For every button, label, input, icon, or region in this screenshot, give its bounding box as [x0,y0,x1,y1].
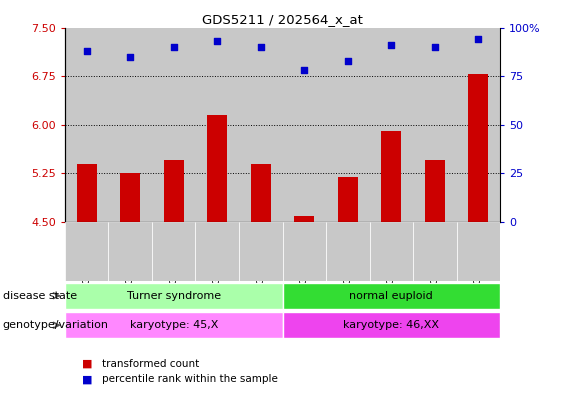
Text: ■: ■ [82,374,93,384]
Text: genotype/variation: genotype/variation [3,320,109,330]
Point [212,38,221,44]
Bar [108,222,152,281]
Point [343,57,352,64]
Bar [294,215,314,222]
Bar [326,28,370,222]
Bar [425,160,445,222]
Bar [65,222,108,281]
Bar [152,222,195,281]
Bar [370,222,413,281]
Bar [108,28,152,222]
Point [169,44,178,50]
Text: ■: ■ [82,358,93,369]
Bar [65,283,282,309]
Bar [282,28,326,222]
Bar [164,160,184,222]
Bar [457,28,500,222]
Point [256,44,265,50]
Bar [413,222,457,281]
Bar [207,115,227,222]
Bar [381,131,401,222]
Bar [370,28,413,222]
Bar [120,173,140,222]
Bar [65,28,108,222]
Text: karyotype: 46,XX: karyotype: 46,XX [344,320,439,330]
Point [473,36,483,42]
Text: transformed count: transformed count [102,358,199,369]
Bar [77,163,97,222]
Point [82,48,92,54]
Bar [282,222,326,281]
Point [299,67,308,73]
Text: disease state: disease state [3,291,77,301]
Bar [282,283,500,309]
Bar [251,163,271,222]
Text: Turner syndrome: Turner syndrome [127,291,221,301]
Bar [195,28,239,222]
Point [430,44,439,50]
Bar [282,312,500,338]
Bar [65,312,282,338]
Text: normal euploid: normal euploid [349,291,433,301]
Title: GDS5211 / 202564_x_at: GDS5211 / 202564_x_at [202,13,363,26]
Bar [338,176,358,222]
Bar [195,222,239,281]
Bar [239,28,282,222]
Bar [457,222,500,281]
Point [125,53,134,60]
Text: karyotype: 45,X: karyotype: 45,X [129,320,218,330]
Bar [239,222,282,281]
Bar [326,222,370,281]
Point [386,42,396,48]
Bar [152,28,195,222]
Bar [413,28,457,222]
Bar [468,74,488,222]
Text: percentile rank within the sample: percentile rank within the sample [102,374,277,384]
